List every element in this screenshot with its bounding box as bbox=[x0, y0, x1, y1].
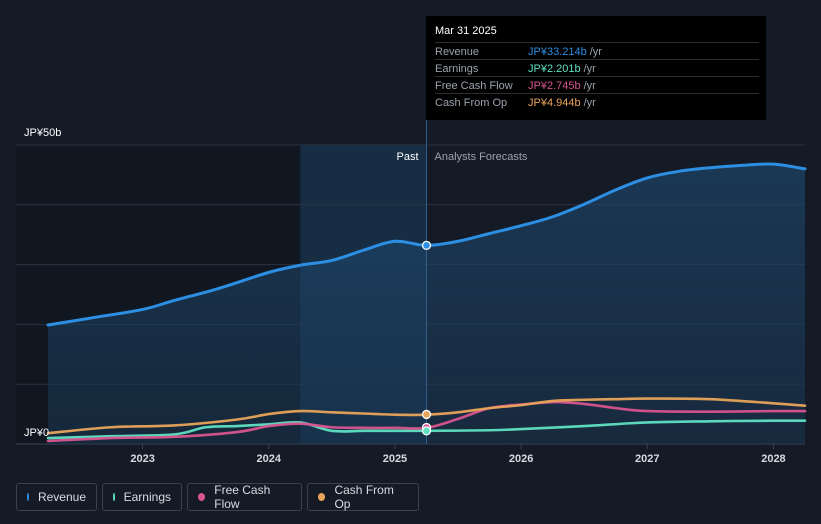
tooltip: Mar 31 2025 Revenue JP¥33.214b/yr Earnin… bbox=[426, 16, 766, 120]
tooltip-value: JP¥2.201b bbox=[528, 63, 581, 75]
tooltip-value: JP¥2.745b bbox=[528, 80, 581, 92]
tooltip-unit: /yr bbox=[583, 97, 596, 109]
legend-label: Revenue bbox=[37, 490, 86, 504]
past-label: Past bbox=[396, 151, 418, 163]
x-tick-label: 2024 bbox=[257, 453, 282, 465]
fcf-line bbox=[46, 400, 807, 443]
tooltip-value: JP¥33.214b bbox=[528, 46, 587, 58]
legend-cash-from-op[interactable]: Cash From Op bbox=[307, 483, 419, 511]
legend-label: Earnings bbox=[123, 490, 171, 504]
legend-earnings[interactable]: Earnings bbox=[102, 483, 182, 511]
tooltip-row-fcf: Free Cash Flow JP¥2.745b/yr bbox=[435, 76, 759, 94]
cfo-line bbox=[46, 397, 807, 435]
earnings-line bbox=[46, 419, 807, 440]
x-tick-label: 2025 bbox=[383, 453, 407, 465]
earnings-dot-icon bbox=[113, 493, 115, 501]
tooltip-label: Cash From Op bbox=[435, 97, 508, 109]
x-tick-label: 2026 bbox=[509, 453, 533, 465]
legend-free-cash-flow[interactable]: Free Cash Flow bbox=[187, 483, 302, 511]
y-label-max: JP¥50b bbox=[24, 127, 61, 139]
cfo-marker bbox=[421, 409, 432, 420]
x-tick-label: 2027 bbox=[635, 453, 659, 465]
tooltip-date: Mar 31 2025 bbox=[435, 25, 497, 37]
earnings-marker bbox=[421, 426, 432, 436]
free-cash-flow-dot-icon bbox=[198, 493, 206, 501]
revenue-dot-icon bbox=[27, 493, 29, 501]
revenue-marker bbox=[421, 240, 432, 251]
legend-revenue[interactable]: Revenue bbox=[16, 483, 97, 511]
tooltip-row-revenue: Revenue JP¥33.214b/yr bbox=[435, 42, 759, 60]
x-tick-label: 2023 bbox=[130, 453, 154, 465]
tooltip-row-cfo: Cash From Op JP¥4.944b/yr bbox=[435, 93, 759, 111]
y-label-min: JP¥0 bbox=[24, 427, 49, 439]
tooltip-label: Earnings bbox=[435, 63, 479, 75]
cash-from-op-dot-icon bbox=[318, 493, 326, 501]
legend-label: Free Cash Flow bbox=[214, 483, 271, 511]
legend-label: Cash From Op bbox=[334, 483, 394, 511]
x-tick-label: 2028 bbox=[761, 453, 785, 465]
tooltip-row-earnings: Earnings JP¥2.201b/yr bbox=[435, 59, 759, 77]
tooltip-unit: /yr bbox=[583, 63, 596, 75]
tooltip-label: Free Cash Flow bbox=[435, 80, 513, 92]
tooltip-value: JP¥4.944b bbox=[528, 97, 581, 109]
tooltip-label: Revenue bbox=[435, 46, 480, 58]
revenue-line bbox=[46, 162, 807, 327]
tooltip-unit: /yr bbox=[583, 80, 596, 92]
tooltip-unit: /yr bbox=[589, 46, 602, 58]
forecast-label: Analysts Forecasts bbox=[435, 151, 528, 163]
